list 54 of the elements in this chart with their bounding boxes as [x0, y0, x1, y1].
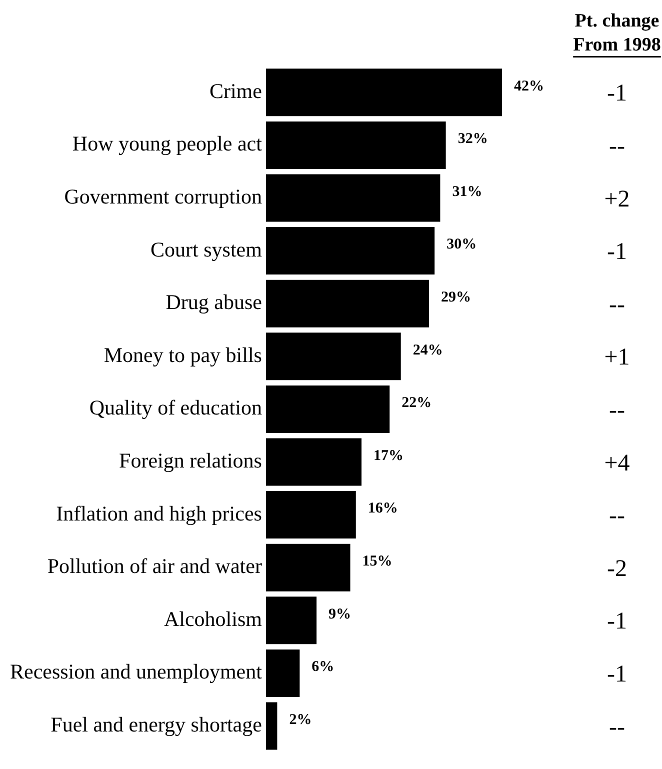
y-tick-label: Quality of education: [89, 396, 262, 420]
text: --: [609, 397, 625, 424]
y-tick-label: Government corruption: [64, 184, 262, 209]
text: Pt. change: [574, 10, 660, 32]
data-label: 15%: [362, 553, 392, 570]
data-label: 6%: [312, 659, 334, 676]
bar: [266, 596, 317, 644]
data-label: 16%: [368, 500, 398, 517]
y-tick-label: Recession and unemployment: [10, 660, 262, 684]
y-tick-label: Money to pay bills: [104, 342, 262, 367]
y-tick-label: Court system: [150, 237, 262, 262]
text: --: [609, 714, 625, 740]
y-tick-label: Foreign relations: [119, 448, 262, 473]
bar: [266, 385, 390, 433]
bar: [266, 227, 435, 275]
text: +4: [604, 450, 630, 476]
text: --: [609, 133, 625, 160]
bar: [266, 121, 446, 169]
bar: [266, 702, 278, 750]
bar: [266, 174, 440, 222]
data-label: 22%: [402, 395, 432, 412]
y-tick-label: Fuel and energy shortage: [50, 712, 262, 737]
text: -1: [607, 80, 627, 107]
text: --: [609, 503, 625, 530]
bar: [266, 332, 401, 380]
data-label: 30%: [446, 236, 477, 253]
bar: [266, 544, 350, 592]
y-tick-label: Inflation and high prices: [56, 501, 262, 526]
y-tick-label: How young people act: [72, 132, 262, 156]
y-tick-label: Alcoholism: [164, 606, 262, 631]
bar: [266, 68, 502, 116]
text: -1: [607, 661, 627, 688]
text: +1: [604, 344, 630, 371]
bar: [266, 649, 300, 697]
text: --: [609, 292, 625, 318]
data-label: 9%: [328, 606, 352, 622]
text: -1: [607, 608, 627, 635]
data-label: 32%: [458, 131, 488, 148]
bar: [266, 438, 362, 486]
y-tick-label: Pollution of air and water: [47, 554, 262, 578]
text: +2: [604, 186, 630, 212]
y-tick-label: Crime: [209, 78, 262, 103]
text: -2: [607, 556, 627, 582]
text: -1: [607, 239, 627, 266]
data-label: 17%: [374, 448, 404, 464]
text: From 1998: [573, 34, 661, 56]
data-label: 24%: [412, 342, 443, 358]
bar: [266, 491, 356, 539]
data-label: 31%: [452, 184, 482, 200]
data-label: 42%: [514, 78, 544, 94]
data-label: 29%: [440, 289, 471, 306]
y-tick-label: Drug abuse: [166, 290, 262, 314]
data-label: 2%: [289, 712, 312, 728]
bar: [266, 280, 429, 328]
